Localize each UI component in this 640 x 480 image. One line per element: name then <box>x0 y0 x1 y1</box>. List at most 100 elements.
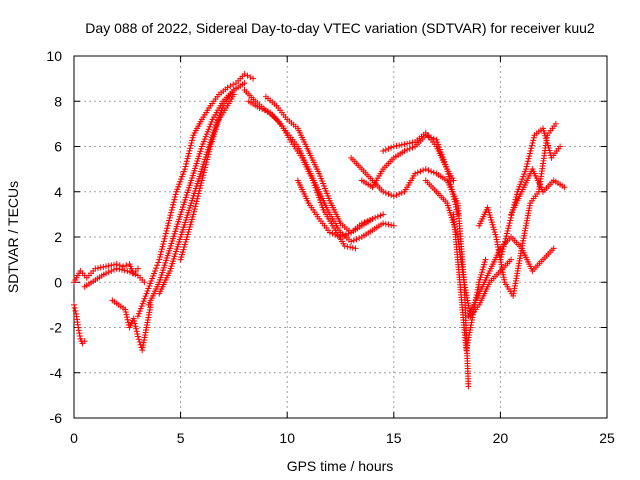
data-point <box>164 225 171 232</box>
data-point <box>160 238 167 245</box>
data-point <box>179 249 186 256</box>
data-point <box>134 265 141 272</box>
data-point <box>502 235 509 242</box>
data-point <box>152 267 159 274</box>
data-point <box>140 298 147 305</box>
data-point <box>524 158 531 165</box>
data-point <box>504 227 511 234</box>
data-point <box>390 193 397 200</box>
data-point <box>247 74 254 81</box>
series-track-12 <box>294 177 376 240</box>
data-point <box>476 279 483 286</box>
data-point <box>131 318 138 325</box>
data-point <box>124 267 131 274</box>
data-point <box>176 181 183 188</box>
data-point <box>530 137 537 144</box>
data-point <box>162 233 169 240</box>
data-point <box>388 144 395 151</box>
data-point <box>75 327 82 334</box>
data-point <box>167 212 174 219</box>
data-point <box>450 177 457 184</box>
data-point <box>181 166 188 173</box>
data-point <box>503 230 510 237</box>
data-point <box>135 336 142 343</box>
data-point <box>143 290 150 297</box>
data-point <box>385 145 392 152</box>
data-point <box>166 214 173 221</box>
series-track-2 <box>71 261 141 286</box>
data-point <box>146 283 153 290</box>
data-point <box>528 145 535 152</box>
data-point <box>192 203 199 210</box>
data-point <box>141 295 148 302</box>
data-point <box>350 237 357 244</box>
data-point <box>203 159 210 166</box>
data-point <box>183 234 190 240</box>
data-point <box>409 144 416 151</box>
data-point <box>393 192 400 199</box>
data-point <box>72 307 79 314</box>
data-point <box>164 222 171 229</box>
data-point <box>160 240 167 247</box>
data-point <box>478 269 485 276</box>
data-point <box>453 206 460 213</box>
data-point <box>118 266 125 273</box>
data-point <box>139 300 146 307</box>
data-point <box>121 267 128 274</box>
data-point <box>382 220 389 227</box>
series-track-15 <box>380 129 457 184</box>
series-track-20 <box>497 125 564 263</box>
data-point <box>92 265 99 272</box>
data-point <box>230 91 237 98</box>
data-point <box>157 251 164 258</box>
data-point <box>180 168 187 175</box>
data-point <box>447 178 454 185</box>
data-point <box>182 163 189 170</box>
data-point <box>150 272 157 279</box>
data-point <box>348 238 355 245</box>
data-point <box>113 265 120 272</box>
data-point <box>361 219 368 226</box>
data-point <box>122 306 129 313</box>
data-point <box>526 153 533 160</box>
data-point <box>179 251 186 258</box>
series-track-3 <box>81 265 148 290</box>
data-point <box>102 263 109 270</box>
data-point <box>191 206 198 213</box>
data-point <box>380 188 387 195</box>
data-point <box>250 75 257 82</box>
data-point <box>75 324 82 331</box>
data-point <box>550 245 557 252</box>
data-point <box>329 230 336 237</box>
data-point <box>349 244 356 251</box>
data-point <box>193 198 200 205</box>
data-point <box>147 280 154 287</box>
data-point <box>198 180 205 187</box>
data-point <box>388 222 395 229</box>
data-point <box>334 232 341 239</box>
data-point <box>523 163 530 170</box>
data-point <box>401 148 408 155</box>
data-point <box>385 191 392 198</box>
data-point <box>166 217 173 224</box>
data-point <box>524 160 531 167</box>
data-point <box>204 153 211 160</box>
data-point <box>448 186 455 193</box>
data-point <box>264 108 271 115</box>
data-point <box>497 256 504 263</box>
data-point <box>126 269 133 276</box>
data-point <box>177 256 184 263</box>
data-point <box>393 142 400 149</box>
data-point <box>422 166 429 173</box>
data-point <box>158 248 165 255</box>
data-point <box>172 191 179 198</box>
data-point <box>366 217 373 224</box>
data-point <box>187 142 194 149</box>
data-point <box>425 133 432 140</box>
data-point <box>132 271 139 278</box>
data-point <box>183 158 190 165</box>
data-point <box>499 248 506 255</box>
y-tick-label: -4 <box>50 365 63 381</box>
data-point <box>148 277 155 284</box>
